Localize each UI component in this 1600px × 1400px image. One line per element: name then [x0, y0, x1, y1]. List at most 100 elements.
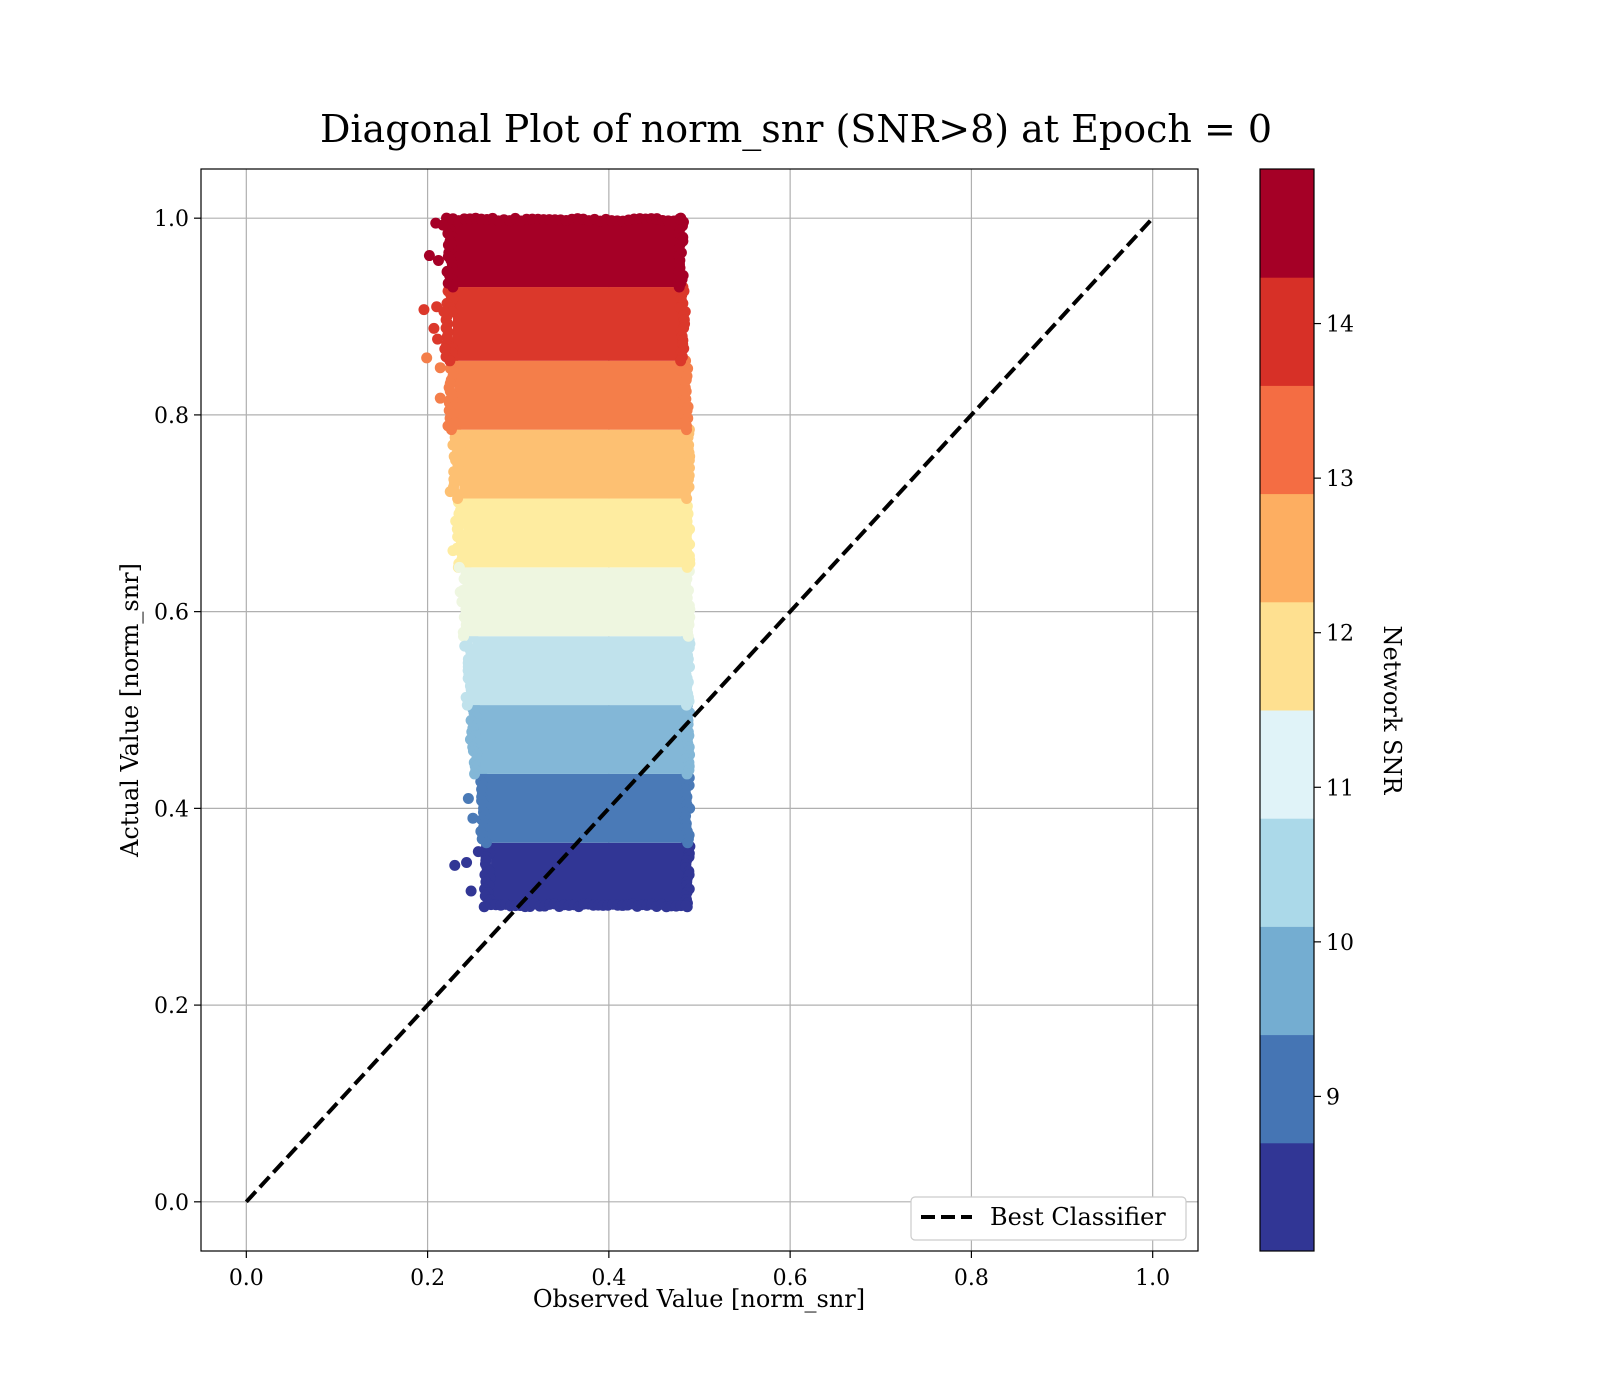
- scatter-point: [454, 440, 466, 452]
- x-tick-label: 0.2: [410, 1266, 445, 1291]
- scatter-point: [437, 219, 449, 231]
- scatter-point: [444, 377, 456, 389]
- scatter-point: [449, 417, 461, 429]
- x-axis-label: Observed Value [norm_snr]: [533, 1285, 865, 1313]
- scatter-point: [461, 699, 473, 711]
- colorbar-segment: [1260, 1142, 1314, 1252]
- y-tick-label: 0.4: [154, 797, 189, 822]
- scatter-band-1: [475, 768, 696, 849]
- scatter-point: [459, 640, 471, 652]
- colorbar-segment: [1260, 385, 1314, 495]
- scatter-point: [428, 322, 440, 334]
- scatter-bands: [440, 212, 696, 913]
- y-tick-label: 0.2: [154, 994, 189, 1019]
- band-core: [477, 705, 686, 774]
- scatter-outliers: [418, 217, 484, 897]
- colorbar-segment: [1260, 926, 1314, 1036]
- y-tick-label: 0.6: [154, 601, 189, 626]
- scatter-point: [458, 630, 470, 642]
- band-core: [463, 498, 686, 568]
- scatter-point: [421, 352, 433, 364]
- scatter-point: [480, 837, 492, 849]
- band-core: [454, 360, 685, 430]
- scatter-point: [469, 768, 481, 780]
- scatter-point: [438, 306, 450, 318]
- plot-area: 0.0 0.2 0.4 0.6 0.8 1.0 0.0 0.2 0.4 0.6 0.8 1.0: [154, 168, 1199, 1291]
- best-classifier-line: [244, 216, 1155, 1204]
- colorbar-segments: [1260, 169, 1314, 1252]
- scatter-point: [467, 812, 479, 824]
- scatter-point: [451, 471, 463, 483]
- legend-box: [910, 1196, 1187, 1241]
- scatter-point: [682, 837, 694, 849]
- scatter-point: [681, 424, 693, 436]
- scatter-point: [680, 899, 692, 911]
- colorbar-tick-label: 11: [1326, 776, 1354, 801]
- colorbar-tick-label: 12: [1326, 622, 1354, 647]
- band-core: [468, 567, 686, 637]
- colorbar-segment: [1260, 1034, 1314, 1144]
- x-tick-label: 0.0: [229, 1266, 264, 1291]
- scatter-band-2: [464, 699, 696, 780]
- scatter-point: [445, 238, 457, 250]
- scatter-point: [454, 586, 466, 598]
- scatter-point: [434, 392, 446, 404]
- band-core: [452, 218, 680, 288]
- scatter-point: [673, 281, 685, 293]
- colorbar-segment: [1260, 169, 1314, 278]
- legend-label: Best Classifier: [990, 1203, 1166, 1231]
- scatter-point: [472, 846, 484, 858]
- x-tick-label: 0.8: [954, 1266, 989, 1291]
- scatter-point: [423, 250, 435, 262]
- colorbar-label: Network SNR: [1378, 626, 1406, 796]
- scatter-point: [449, 859, 461, 871]
- legend: Best Classifier: [910, 1196, 1187, 1241]
- band-core: [472, 636, 686, 706]
- scatter-point: [681, 768, 693, 780]
- scatter-point: [447, 281, 459, 293]
- y-tick-label: 1.0: [154, 207, 189, 232]
- scatter-point: [432, 333, 444, 345]
- scatter-band-6: [447, 424, 696, 505]
- scatter-band-3: [460, 630, 696, 711]
- scatter-point: [461, 856, 473, 868]
- y-tick-label: 0.8: [154, 404, 189, 429]
- scatter-point: [452, 493, 464, 505]
- scatter-point: [418, 304, 430, 316]
- scatter-point: [439, 343, 451, 355]
- scatter-point: [434, 362, 446, 374]
- chart-title: Diagonal Plot of norm_snr (SNR>8) at Epo…: [320, 107, 1272, 152]
- scatter-point: [432, 254, 444, 266]
- colorbar-segment: [1260, 493, 1314, 603]
- scatter-point: [675, 355, 687, 367]
- scatter-band-4: [456, 561, 696, 642]
- scatter-point: [681, 561, 693, 573]
- colorbar-segment: [1260, 277, 1314, 386]
- scatter-point: [442, 265, 454, 277]
- colorbar-frame: [1259, 168, 1315, 1252]
- plot-frame: [200, 168, 1199, 1252]
- scatter-point: [465, 885, 477, 897]
- colorbar-segment: [1260, 601, 1314, 711]
- scatter-band-5: [451, 493, 696, 573]
- scatter-point: [674, 213, 686, 225]
- band-core: [452, 287, 682, 361]
- scatter-point: [681, 493, 693, 505]
- scatter-point: [681, 699, 693, 711]
- colorbar-segment: [1260, 818, 1314, 927]
- scatter-point: [462, 793, 474, 805]
- colorbar-tick-label: 13: [1326, 467, 1354, 492]
- x-tick-label: 0.4: [591, 1266, 626, 1291]
- band-core: [491, 842, 686, 907]
- scatter-band-7: [442, 355, 694, 436]
- colorbar-segment: [1260, 710, 1314, 819]
- colorbar-tick-label: 10: [1326, 931, 1354, 956]
- y-axis-ticks: 0.0 0.2 0.4 0.6 0.8 1.0: [154, 207, 201, 1216]
- scatter-point: [453, 561, 465, 573]
- y-tick-label: 0.0: [154, 1191, 189, 1216]
- x-tick-label: 0.6: [773, 1266, 808, 1291]
- scatter-point: [444, 486, 456, 498]
- x-axis-ticks: 0.0 0.2 0.4 0.6 0.8 1.0: [229, 1251, 1170, 1291]
- y-axis-label: Actual Value [norm_snr]: [116, 563, 144, 858]
